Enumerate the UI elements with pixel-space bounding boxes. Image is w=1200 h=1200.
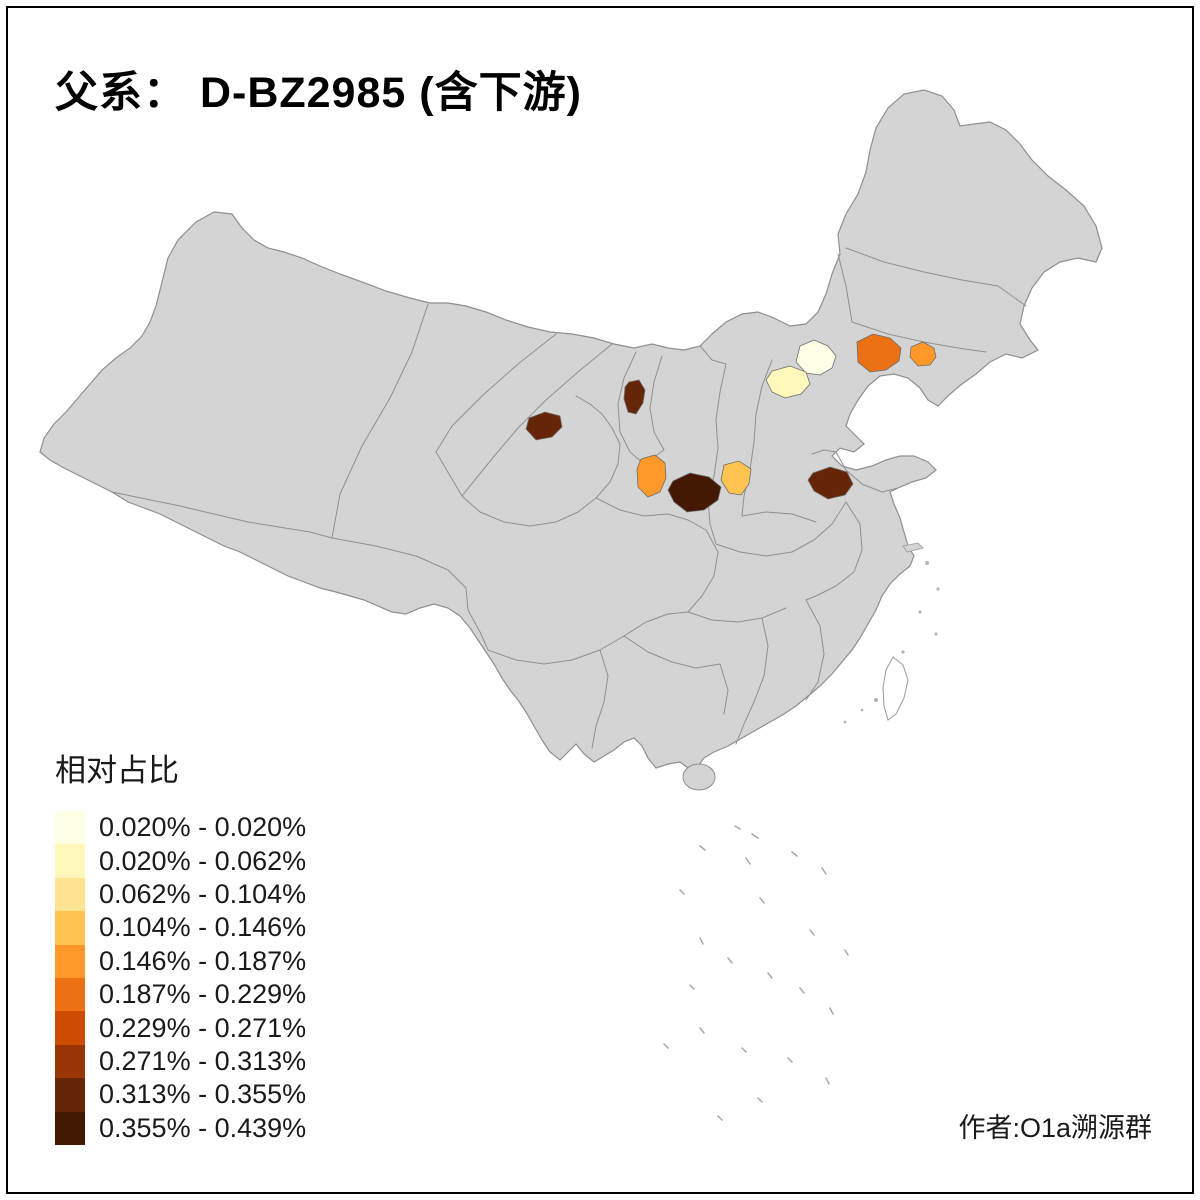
coastal-islets xyxy=(843,561,940,724)
legend-swatch xyxy=(55,877,85,912)
legend-row: 0.020% - 0.020% xyxy=(55,811,307,845)
legend: 相对占比 0.020% - 0.020% 0.020% - 0.062% 0.0… xyxy=(55,745,306,1145)
legend-swatch xyxy=(55,844,85,878)
hainan-island xyxy=(682,763,716,791)
legend-label: 0.271% - 0.313% xyxy=(99,1045,307,1076)
legend-row: 0.355% - 0.439% xyxy=(55,1111,307,1145)
highlighted-regions xyxy=(525,333,937,513)
legend-swatch xyxy=(55,1111,85,1145)
legend-row: 0.229% - 0.271% xyxy=(55,1011,307,1045)
legend-row: 0.187% - 0.229% xyxy=(55,977,307,1012)
legend-label: 0.104% - 0.146% xyxy=(99,912,307,943)
taiwan-island xyxy=(882,656,909,721)
highlight-region xyxy=(807,466,854,500)
legend-row: 0.146% - 0.187% xyxy=(55,944,307,978)
legend-label: 0.313% - 0.355% xyxy=(99,1079,307,1110)
highlight-region xyxy=(623,379,646,415)
legend-swatch xyxy=(55,977,85,1012)
legend-swatch xyxy=(55,1011,85,1045)
legend-label: 0.229% - 0.271% xyxy=(99,1012,307,1043)
highlight-region xyxy=(795,339,837,376)
legend-label: 0.062% - 0.104% xyxy=(99,878,307,909)
legend-row: 0.104% - 0.146% xyxy=(55,911,307,945)
legend-swatch xyxy=(55,944,85,978)
legend-swatch xyxy=(55,811,85,845)
legend-label: 0.020% - 0.020% xyxy=(99,812,307,843)
legend-label: 0.355% - 0.439% xyxy=(99,1112,307,1143)
figure-title: 父系： D-BZ2985 (含下游) xyxy=(55,69,582,117)
legend-row: 0.062% - 0.104% xyxy=(55,877,307,912)
highlight-region xyxy=(765,365,811,399)
south-china-sea-dashes xyxy=(663,825,849,1121)
author-credit: 作者:O1a溯源群 xyxy=(958,1113,1152,1143)
legend-label: 0.146% - 0.187% xyxy=(99,945,307,976)
highlight-region xyxy=(909,341,937,367)
legend-swatch xyxy=(55,1078,85,1112)
highlight-region xyxy=(667,472,722,513)
legend-rows: 0.020% - 0.020% 0.020% - 0.062% 0.062% -… xyxy=(55,811,306,1145)
legend-row: 0.271% - 0.313% xyxy=(55,1044,307,1079)
province-borders xyxy=(111,247,1027,749)
legend-label: 0.187% - 0.229% xyxy=(99,979,307,1010)
legend-label: 0.020% - 0.062% xyxy=(99,845,307,876)
highlight-region xyxy=(856,333,902,373)
legend-swatch xyxy=(55,1044,85,1079)
legend-title: 相对占比 xyxy=(55,753,179,788)
chongming-island xyxy=(902,542,924,553)
legend-swatch xyxy=(55,911,85,945)
highlight-region xyxy=(720,460,752,496)
mainland-outline xyxy=(39,89,1103,776)
highlight-region xyxy=(525,411,563,441)
legend-row: 0.313% - 0.355% xyxy=(55,1078,307,1112)
legend-row: 0.020% - 0.062% xyxy=(55,844,307,878)
highlight-region xyxy=(636,454,667,498)
